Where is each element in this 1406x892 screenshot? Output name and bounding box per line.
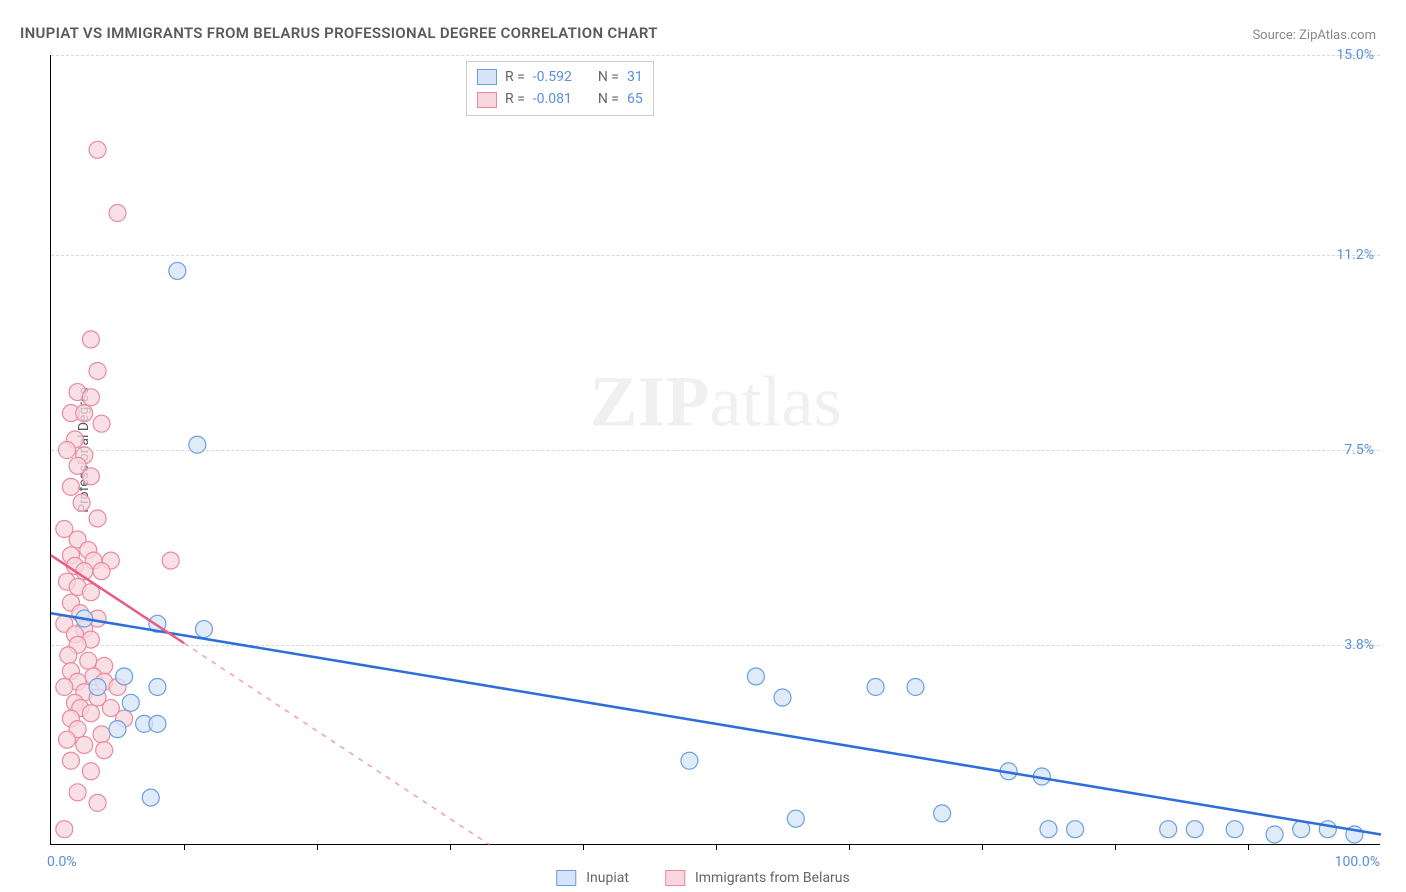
data-point [1067, 821, 1084, 838]
series-name-belarus: Immigrants from Belarus [695, 870, 850, 886]
data-point [62, 752, 79, 769]
scatter-layer [51, 55, 1380, 844]
x-tick-mark [716, 844, 717, 850]
plot-area: 3.8%7.5%11.2%15.0% Professional Degree Z… [50, 55, 1380, 845]
data-point [907, 679, 924, 696]
x-tick-mark [1115, 844, 1116, 850]
chart-title: INUPIAT VS IMMIGRANTS FROM BELARUS PROFE… [20, 24, 658, 42]
data-point [149, 715, 166, 732]
data-point [80, 652, 97, 669]
x-axis-min-label: 0.0% [47, 854, 77, 870]
data-point [189, 436, 206, 453]
data-point [1186, 821, 1203, 838]
n-label: N = [598, 66, 619, 88]
data-point [774, 689, 791, 706]
n-value-inupiat: 31 [627, 66, 643, 88]
data-point [96, 742, 113, 759]
data-point [89, 679, 106, 696]
series-legend: Inupiat Immigrants from Belarus [556, 870, 850, 886]
swatch-belarus [665, 870, 685, 886]
trend-line-dashed [184, 643, 490, 845]
data-point [82, 468, 99, 485]
data-point [56, 679, 73, 696]
data-point [1319, 821, 1336, 838]
correlation-chart: INUPIAT VS IMMIGRANTS FROM BELARUS PROFE… [0, 0, 1406, 892]
stats-legend: R = -0.592 N = 31 R = -0.081 N = 65 [466, 61, 654, 116]
data-point [89, 363, 106, 380]
data-point [82, 331, 99, 348]
data-point [56, 821, 73, 838]
data-point [934, 805, 951, 822]
data-point [60, 647, 77, 664]
x-tick-mark [849, 844, 850, 850]
data-point [195, 621, 212, 638]
source-attribution: Source: ZipAtlas.com [1252, 28, 1376, 43]
data-point [867, 679, 884, 696]
data-point [93, 563, 110, 580]
data-point [93, 726, 110, 743]
data-point [116, 668, 133, 685]
source-label: Source: [1252, 28, 1295, 43]
data-point [747, 668, 764, 685]
data-point [122, 694, 139, 711]
data-point [142, 789, 159, 806]
data-point [681, 752, 698, 769]
data-point [787, 810, 804, 827]
x-tick-mark [184, 844, 185, 850]
source-link[interactable]: ZipAtlas.com [1299, 28, 1376, 43]
data-point [1160, 821, 1177, 838]
swatch-inupiat [477, 69, 497, 85]
stats-row-inupiat: R = -0.592 N = 31 [477, 66, 643, 88]
r-label: R = [505, 88, 525, 110]
data-point [93, 415, 110, 432]
data-point [162, 552, 179, 569]
x-tick-mark [583, 844, 584, 850]
data-point [76, 736, 93, 753]
r-value-inupiat: -0.592 [533, 66, 572, 88]
n-value-belarus: 65 [627, 88, 643, 110]
data-point [109, 205, 126, 222]
data-point [89, 510, 106, 527]
data-point [58, 442, 75, 459]
data-point [149, 679, 166, 696]
x-tick-mark [982, 844, 983, 850]
data-point [73, 494, 90, 511]
n-label: N = [598, 88, 619, 110]
data-point [1040, 821, 1057, 838]
data-point [76, 405, 93, 422]
series-name-inupiat: Inupiat [586, 870, 629, 886]
data-point [62, 478, 79, 495]
data-point [69, 784, 86, 801]
trend-line [51, 613, 1381, 834]
data-point [82, 389, 99, 406]
x-tick-mark [450, 844, 451, 850]
data-point [1266, 826, 1283, 843]
data-point [169, 262, 186, 279]
r-value-belarus: -0.081 [533, 88, 572, 110]
x-tick-mark [1248, 844, 1249, 850]
data-point [89, 794, 106, 811]
stats-row-belarus: R = -0.081 N = 65 [477, 88, 643, 110]
swatch-belarus [477, 92, 497, 108]
data-point [89, 141, 106, 158]
data-point [109, 721, 126, 738]
data-point [58, 731, 75, 748]
data-point [82, 763, 99, 780]
x-axis-max-label: 100.0% [1335, 854, 1380, 870]
r-label: R = [505, 66, 525, 88]
data-point [82, 705, 99, 722]
data-point [1226, 821, 1243, 838]
x-tick-mark [317, 844, 318, 850]
swatch-inupiat [556, 870, 576, 886]
